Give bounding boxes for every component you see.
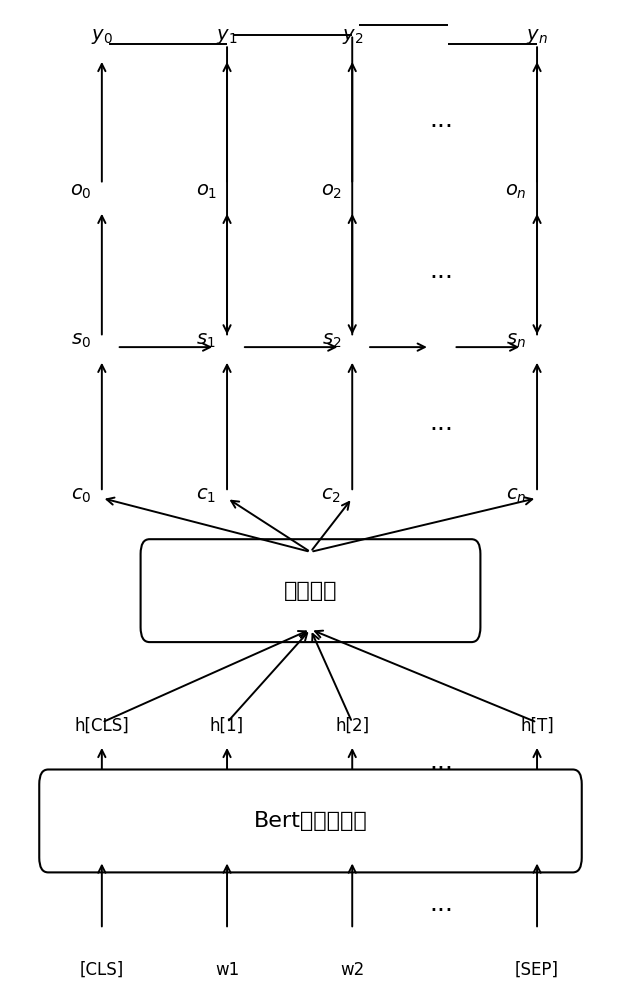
Text: $o_n$: $o_n$ bbox=[505, 183, 527, 201]
Text: 注意力层: 注意力层 bbox=[284, 581, 337, 601]
Text: w2: w2 bbox=[340, 961, 365, 979]
Text: ...: ... bbox=[430, 750, 454, 774]
FancyBboxPatch shape bbox=[39, 770, 582, 872]
Text: [SEP]: [SEP] bbox=[515, 961, 559, 979]
Text: $c_1$: $c_1$ bbox=[196, 487, 216, 505]
Text: ...: ... bbox=[430, 892, 454, 916]
Text: Bert预训练网络: Bert预训练网络 bbox=[253, 811, 368, 831]
Text: ...: ... bbox=[430, 108, 454, 132]
Text: h[2]: h[2] bbox=[335, 717, 369, 735]
Text: $s_1$: $s_1$ bbox=[196, 332, 216, 350]
Text: [CLS]: [CLS] bbox=[79, 961, 124, 979]
Text: h[T]: h[T] bbox=[520, 717, 554, 735]
Text: $s_2$: $s_2$ bbox=[322, 332, 341, 350]
Text: ...: ... bbox=[430, 411, 454, 435]
Text: $o_0$: $o_0$ bbox=[70, 183, 92, 201]
Text: $s_n$: $s_n$ bbox=[506, 332, 526, 350]
FancyBboxPatch shape bbox=[140, 539, 481, 642]
Text: $c_n$: $c_n$ bbox=[506, 487, 527, 505]
Text: $y_1$: $y_1$ bbox=[216, 27, 238, 46]
Text: $s_0$: $s_0$ bbox=[71, 332, 91, 350]
Text: $y_0$: $y_0$ bbox=[91, 27, 113, 46]
Text: $c_0$: $c_0$ bbox=[71, 487, 91, 505]
Text: $c_2$: $c_2$ bbox=[322, 487, 342, 505]
Text: ...: ... bbox=[430, 259, 454, 283]
Text: $y_2$: $y_2$ bbox=[342, 27, 363, 46]
Text: h[1]: h[1] bbox=[210, 717, 244, 735]
Text: $o_1$: $o_1$ bbox=[196, 183, 217, 201]
Text: w1: w1 bbox=[215, 961, 239, 979]
Text: $y_n$: $y_n$ bbox=[526, 27, 548, 46]
Text: $o_2$: $o_2$ bbox=[321, 183, 342, 201]
Text: h[CLS]: h[CLS] bbox=[75, 717, 129, 735]
